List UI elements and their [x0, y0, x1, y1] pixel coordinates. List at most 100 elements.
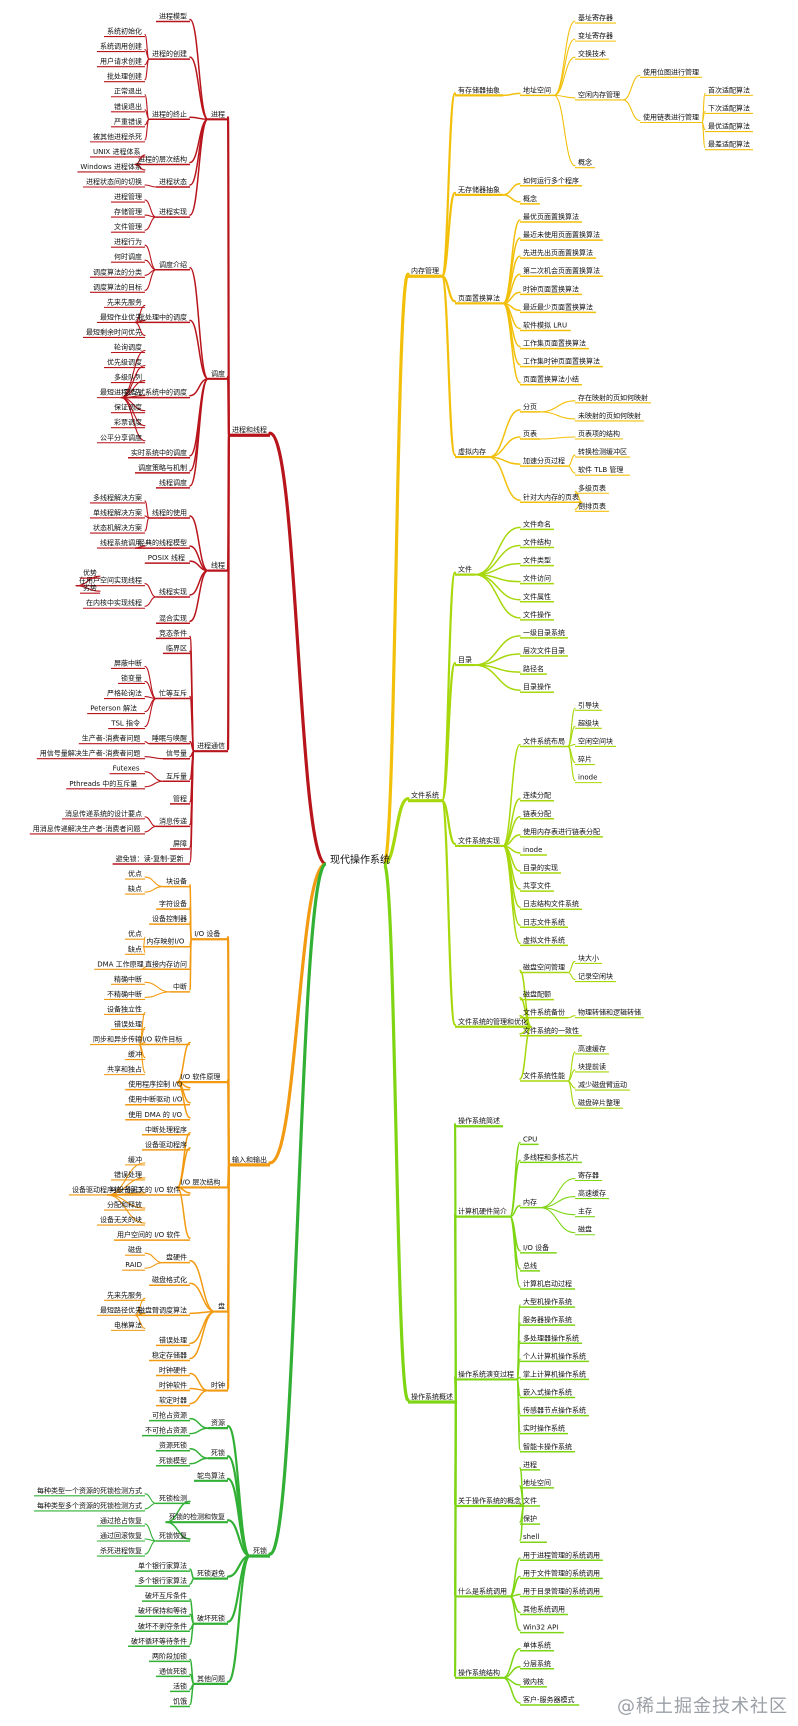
node-ijpfocts6k52tcvu45twip66jmqoevlhx[interactable]: 工作集时钟页面置换算法: [523, 357, 600, 366]
node-ul4sgvp3ni1k[interactable]: 高速缓存: [578, 1044, 606, 1053]
node-u45qy0[interactable]: 页表: [523, 429, 537, 438]
node-i-o-i82l5tp1vkg4[interactable]: I/O 层次结构: [180, 1177, 220, 1186]
node-kcpi1kfxkh2gji5rq9[interactable]: 有存储器抽象: [458, 85, 500, 94]
node-kdmk68i6cnesu45hoifo5k68i6c[interactable]: 未映射的页如何映射: [578, 411, 641, 420]
node-tflgk8ssv[interactable]: 锁变量: [121, 673, 142, 682]
node-fpbn54-dma-nes-i-o[interactable]: 使用 DMA 的 I/O: [128, 1110, 182, 1119]
node-gglffutfaqx8i46oevlhx[interactable]: 单个银行家算法: [138, 1561, 187, 1570]
node-fpbn54ffxk31ui9gbs-i-o[interactable]: 使用中断驱动 I/O: [128, 1095, 183, 1104]
node-k1zflioorp27nesof5mx2gp8fmggeu[interactable]: 文件系统的管理和优化: [458, 1017, 528, 1026]
node-j0bp1b[interactable]: 总线: [523, 1261, 537, 1270]
node-ffxk31hl0mx2o3viof[interactable]: 中断处理程序: [145, 1125, 187, 1134]
node-nhqitxjwtfoc[interactable]: 目录操作: [523, 682, 551, 691]
node-hlmhl0mx2h2gjwtfocoorp27[interactable]: 多处理器操作系统: [523, 1333, 579, 1342]
node-nupnh4[interactable]: 磁盘: [578, 1225, 592, 1234]
node-kuaiyd[interactable]: 概念: [578, 158, 592, 167]
node-hdmh8gi4ki1kh2g[interactable]: 基址寄存器: [578, 13, 613, 22]
node-nupnh4o6ytmcof5mx2[interactable]: 磁盘空间管理: [523, 963, 565, 972]
node-p1bo3vrnnip2[interactable]: 线程调度: [159, 478, 187, 487]
node-gk8h8gi4ki1kh2g[interactable]: 变址寄存器: [578, 31, 613, 40]
node-h93jpsg99rnf[interactable]: 块提前读: [578, 1062, 606, 1071]
node-i1jobqrlqhl3[interactable]: 字符设备: [159, 899, 187, 908]
node-n54fimnhqitxof5mx2nesoorp27rnnn54[interactable]: 用于目录管理的系统调用: [523, 1586, 600, 1595]
node-frxrltrnnip2[interactable]: 保证调度: [114, 403, 142, 412]
node-sbzflikypjj3-lru[interactable]: 软件模拟 LRU: [523, 320, 567, 329]
node-u45twip66jmqoevlhx[interactable]: 页面置换算法: [458, 293, 500, 302]
node-lmwj1rfmosgi[interactable]: 消息传递: [159, 816, 187, 825]
node-ff1gkvjheggwrwklu8[interactable]: 不可抢占资源: [145, 1426, 187, 1435]
node-kcgfmgsg2sp9oevlhx[interactable]: 最优适配算法: [708, 122, 750, 131]
node-nhqitxnesi3imuo[interactable]: 目录的实现: [523, 863, 558, 872]
node-k52tcv[interactable]: 时钟: [211, 1381, 225, 1390]
node-kuaiyd[interactable]: 概念: [523, 194, 537, 203]
node-n54lmwj1rfmosgir8jg4zn4vfjbpad-lmwrw9padtm6u54[interactable]: 用消息传递解决生产者-消费者问题: [33, 824, 141, 833]
node-sezo3v[interactable]: 进程: [523, 1460, 537, 1469]
node-k1zflii8uizr[interactable]: 文件属性: [523, 592, 551, 601]
node-k1zflijwtfoc[interactable]: 文件操作: [523, 610, 551, 619]
node-k1zfli[interactable]: 文件: [523, 1496, 537, 1505]
node-hoifo5seoqx8hlmffuo3viof[interactable]: 如何运行多个程序: [523, 176, 579, 185]
node-nupnh4pmqrnnip2oevlhx[interactable]: 磁盘臂调度算法: [138, 1305, 187, 1314]
node-win32-api[interactable]: Win32 API: [523, 1624, 558, 1632]
node-nupnh4kl8irzgeu[interactable]: 磁盘格式化: [152, 1275, 187, 1284]
node-o9qiypkf5fli[interactable]: 竞态条件: [159, 628, 187, 637]
node-fpbn54o3viofjong8m-i-o[interactable]: 使用程序控制 I/O: [128, 1080, 183, 1089]
node-sezo3vkyphaj[interactable]: 进程模型: [159, 12, 187, 21]
node-nqsh8vfrxjk1gp8ocpiv9[interactable]: 破坏保持和等待: [138, 1606, 187, 1615]
node-i8fqbhffxk31[interactable]: 屏蔽中断: [114, 658, 142, 667]
node-l8btfl[interactable]: 死锁: [253, 1546, 267, 1555]
node-i4ki1kh2g[interactable]: 寄存器: [578, 1170, 599, 1179]
node-p3ng4y[interactable]: 缓冲: [128, 1050, 142, 1059]
node-k1zflioorp27hl3flp[interactable]: 文件系统备份: [523, 1008, 565, 1017]
node-l8btflkowll7[interactable]: 死锁检测: [159, 1493, 187, 1502]
node-g20kf9g20kctgbl[interactable]: 先来先服务: [107, 297, 142, 306]
node-ffpssttg9rn3[interactable]: 严重错误: [114, 117, 142, 126]
node-v91v8foevlhx[interactable]: 鸵鸟算法: [197, 1471, 225, 1480]
node-n54fs1gl3ssvr8jg4zn4vfjbpad-lmwrw9padtm6u54[interactable]: 用信号量解决生产者-消费者问题: [40, 749, 141, 758]
node-g3afkmoorp27rnnn54[interactable]: 其他系统调用: [523, 1605, 565, 1614]
node-sezo3vmnqiyptmcnesg7bjmq[interactable]: 进程状态间的切换: [86, 177, 142, 186]
node-lano25ol7hajhlmffurwklu8nesl8btflkowll7k3dirz[interactable]: 每种类型多个资源的死锁检测方式: [37, 1501, 142, 1510]
node-p4qm9l[interactable]: 缺点: [128, 944, 142, 953]
node-rlqhl3mp8o97izr[interactable]: 设备独立性: [107, 1004, 142, 1013]
node-g3pi1k[interactable]: 内存: [523, 1198, 537, 1207]
node-obwfikl5tke2fmiu45twip66jmqoevlhx[interactable]: 第二次机会页面置换算法: [523, 266, 600, 275]
node-jwtfocoorp27oe8sfk[interactable]: 操作系统简述: [458, 1116, 500, 1125]
node-k1zflioorp27izrph9[interactable]: 文件系统性能: [523, 1071, 565, 1080]
node-hlmp1bo3vr8jg4zk3dklk[interactable]: 多线程解决方案: [93, 493, 142, 502]
node-on2nseffxk31[interactable]: 精确中断: [114, 974, 142, 983]
node-i3mjef-kctgblh2gkypirz[interactable]: 客户-服务器模式: [523, 1695, 575, 1704]
node-nupnh4sp9u59[interactable]: 磁盘配额: [523, 990, 551, 999]
node-l8btflneskowll7gp8j1ehl9[interactable]: 死锁的检测和恢复: [169, 1512, 225, 1521]
node-oorp27g7xhqjgeu[interactable]: 系统初始化: [107, 27, 142, 36]
node-sgqfs1l8btfl[interactable]: 通信死锁: [159, 1666, 187, 1675]
node-rlqhl3ui9gbso3viofp27feojolgkj[interactable]: 设备驱动程序统一接口: [72, 1185, 142, 1194]
node-nupnh4ntamknk1gmx2[interactable]: 磁盘碎片整理: [578, 1098, 620, 1107]
node-rlqhl3jong8mh2g[interactable]: 设备控制器: [152, 914, 187, 923]
node-frxjhg[interactable]: 保护: [523, 1514, 537, 1523]
node-i3ik52jwtfocoorp27[interactable]: 实时操作系统: [523, 1424, 565, 1433]
node-kcgfmgu45twip66jmqoevlhx[interactable]: 最优页面置换算法: [523, 212, 579, 221]
node-p1bo3voorp27rnnn54[interactable]: 线程系统调用: [100, 538, 142, 547]
node-gbngcf[interactable]: 劣势: [83, 583, 97, 592]
node-pthreads-ffxnesfiqk2tssv[interactable]: Pthreads 中的互斥量: [69, 779, 137, 788]
node-g37fimjwtfocoorp27neskuaiyd[interactable]: 关于操作系统的概念: [458, 1496, 521, 1505]
node-sbzi3ek52h2g[interactable]: 软定时器: [159, 1396, 187, 1405]
node-n54jefo6ytmcnes-i-o-sbzfli[interactable]: 用户空间的 I/O 软件: [117, 1230, 180, 1239]
node-nhqitx[interactable]: 目录: [458, 656, 472, 664]
node-g30inng7afjfrnnip2[interactable]: 公平分享调度: [100, 433, 142, 442]
node-cpu[interactable]: CPU: [523, 1135, 537, 1143]
node-fmggcf[interactable]: 优势: [83, 568, 97, 577]
node-p1bo3v[interactable]: 线程: [211, 561, 225, 570]
node-hlmffutfaqx8i46oevlhx[interactable]: 多个银行家算法: [138, 1576, 187, 1585]
node-ffpkl8sbyrmqlhx[interactable]: 严格轮询法: [107, 689, 142, 698]
node-gglfo3oorp27[interactable]: 单体系统: [523, 1641, 551, 1650]
node-fezl5tsg2sp9oevlhx[interactable]: 下次适配算法: [708, 103, 750, 112]
node-g20kf9g20kctgbl[interactable]: 先来先服务: [107, 1290, 142, 1299]
node-tg9rn3hl0mx2[interactable]: 错误处理: [114, 1170, 142, 1179]
node-h80h8go6ytmc[interactable]: 地址空间: [523, 1478, 551, 1487]
node-jg9hl0mx2g7vire[interactable]: 批处理创建: [107, 72, 142, 81]
node-uatubj[interactable]: 饥饿: [173, 1696, 187, 1705]
node-rwklu8[interactable]: 资源: [211, 1418, 225, 1427]
node-k1zfliol7haj[interactable]: 文件类型: [523, 556, 551, 565]
